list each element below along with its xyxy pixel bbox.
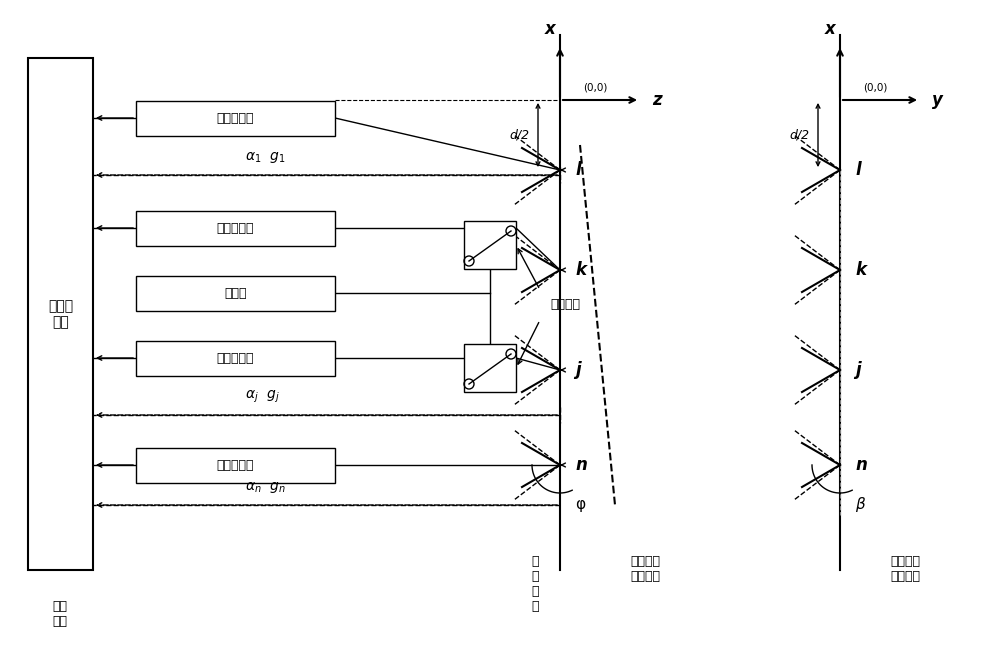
Bar: [136, 211, 335, 246]
Bar: [136, 276, 335, 311]
Bar: [464, 221, 516, 269]
Text: 接收机通道: 接收机通道: [217, 459, 254, 472]
Bar: [136, 448, 335, 483]
Text: x: x: [825, 20, 835, 38]
Text: j: j: [575, 361, 581, 379]
Bar: [464, 344, 516, 392]
Text: $\alpha_n\ \ g_n$: $\alpha_n\ \ g_n$: [245, 480, 286, 495]
Text: 接收机通道: 接收机通道: [217, 112, 254, 125]
Text: 天线臂异
面偏移角: 天线臂异 面偏移角: [630, 555, 660, 583]
Text: n: n: [575, 456, 587, 474]
Text: l: l: [575, 161, 581, 179]
Text: x: x: [545, 20, 555, 38]
Text: (0,0): (0,0): [583, 82, 607, 92]
Bar: [136, 341, 335, 376]
Text: β: β: [855, 497, 865, 512]
Text: 天
线
输
入: 天 线 输 入: [531, 555, 539, 613]
Text: $\alpha_j\ \ g_j$: $\alpha_j\ \ g_j$: [245, 389, 280, 405]
Text: k: k: [575, 261, 586, 279]
Text: 通道
输出: 通道 输出: [52, 600, 68, 628]
Text: n: n: [855, 456, 867, 474]
Text: j: j: [855, 361, 861, 379]
Text: d/2: d/2: [510, 128, 530, 141]
Text: (0,0): (0,0): [863, 82, 887, 92]
Text: 接收机通道: 接收机通道: [217, 352, 254, 365]
Text: z: z: [652, 91, 662, 109]
Text: y: y: [932, 91, 943, 109]
Text: k: k: [855, 261, 866, 279]
Text: 接收机通道: 接收机通道: [217, 222, 254, 235]
Text: l: l: [855, 161, 861, 179]
Text: 噪声源: 噪声源: [224, 287, 247, 300]
Text: $\alpha_1\ \ g_1$: $\alpha_1\ \ g_1$: [245, 150, 286, 165]
Text: 天线臂同
面偏移角: 天线臂同 面偏移角: [890, 555, 920, 583]
Bar: [136, 101, 335, 136]
Text: φ: φ: [575, 497, 585, 512]
Text: 定标开关: 定标开关: [550, 299, 580, 312]
Bar: [28, 58, 93, 570]
Text: d/2: d/2: [790, 128, 810, 141]
Text: 数字相
关器: 数字相 关器: [48, 299, 73, 329]
